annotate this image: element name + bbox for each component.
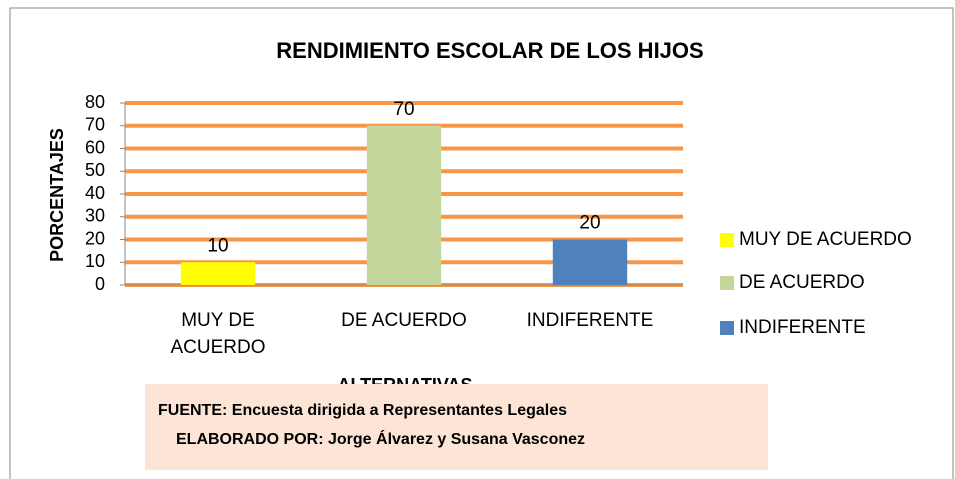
legend-swatch <box>720 321 734 335</box>
legend-swatch <box>720 276 734 290</box>
source-text: FUENTE: Encuesta dirigida a Representant… <box>158 402 567 419</box>
y-tick-label: 60 <box>85 137 105 157</box>
x-tick-label: INDIFERENTE <box>526 310 654 331</box>
bar <box>180 262 256 285</box>
bar <box>366 125 442 285</box>
y-axis-title: PORCENTAJES <box>47 128 67 262</box>
y-tick-label: 10 <box>85 251 105 271</box>
legend-swatch <box>720 233 734 247</box>
y-tick-label: 30 <box>85 206 105 226</box>
y-tick-label: 0 <box>95 274 105 294</box>
data-label: 20 <box>579 213 600 234</box>
y-tick-label: 80 <box>85 92 105 112</box>
legend-label: INDIFERENTE <box>739 317 866 338</box>
data-label: 10 <box>207 235 228 256</box>
source-text: ELABORADO POR: Jorge Álvarez y Susana Va… <box>176 429 585 448</box>
x-tick-label: DE ACUERDO <box>341 310 467 331</box>
chart-frame <box>9 7 954 479</box>
source-box <box>145 384 768 470</box>
y-tick-label: 20 <box>85 228 105 248</box>
x-tick-label: MUY DE ACUERDO <box>170 310 266 358</box>
data-label: 70 <box>393 99 414 120</box>
bar <box>552 239 628 285</box>
legend-label: DE ACUERDO <box>739 272 865 293</box>
chart-title: RENDIMIENTO ESCOLAR DE LOS HIJOS <box>276 38 703 63</box>
y-tick-label: 70 <box>85 115 105 135</box>
legend-label: MUY DE ACUERDO <box>739 229 912 250</box>
y-tick-label: 40 <box>85 183 105 203</box>
y-tick-label: 50 <box>85 160 105 180</box>
